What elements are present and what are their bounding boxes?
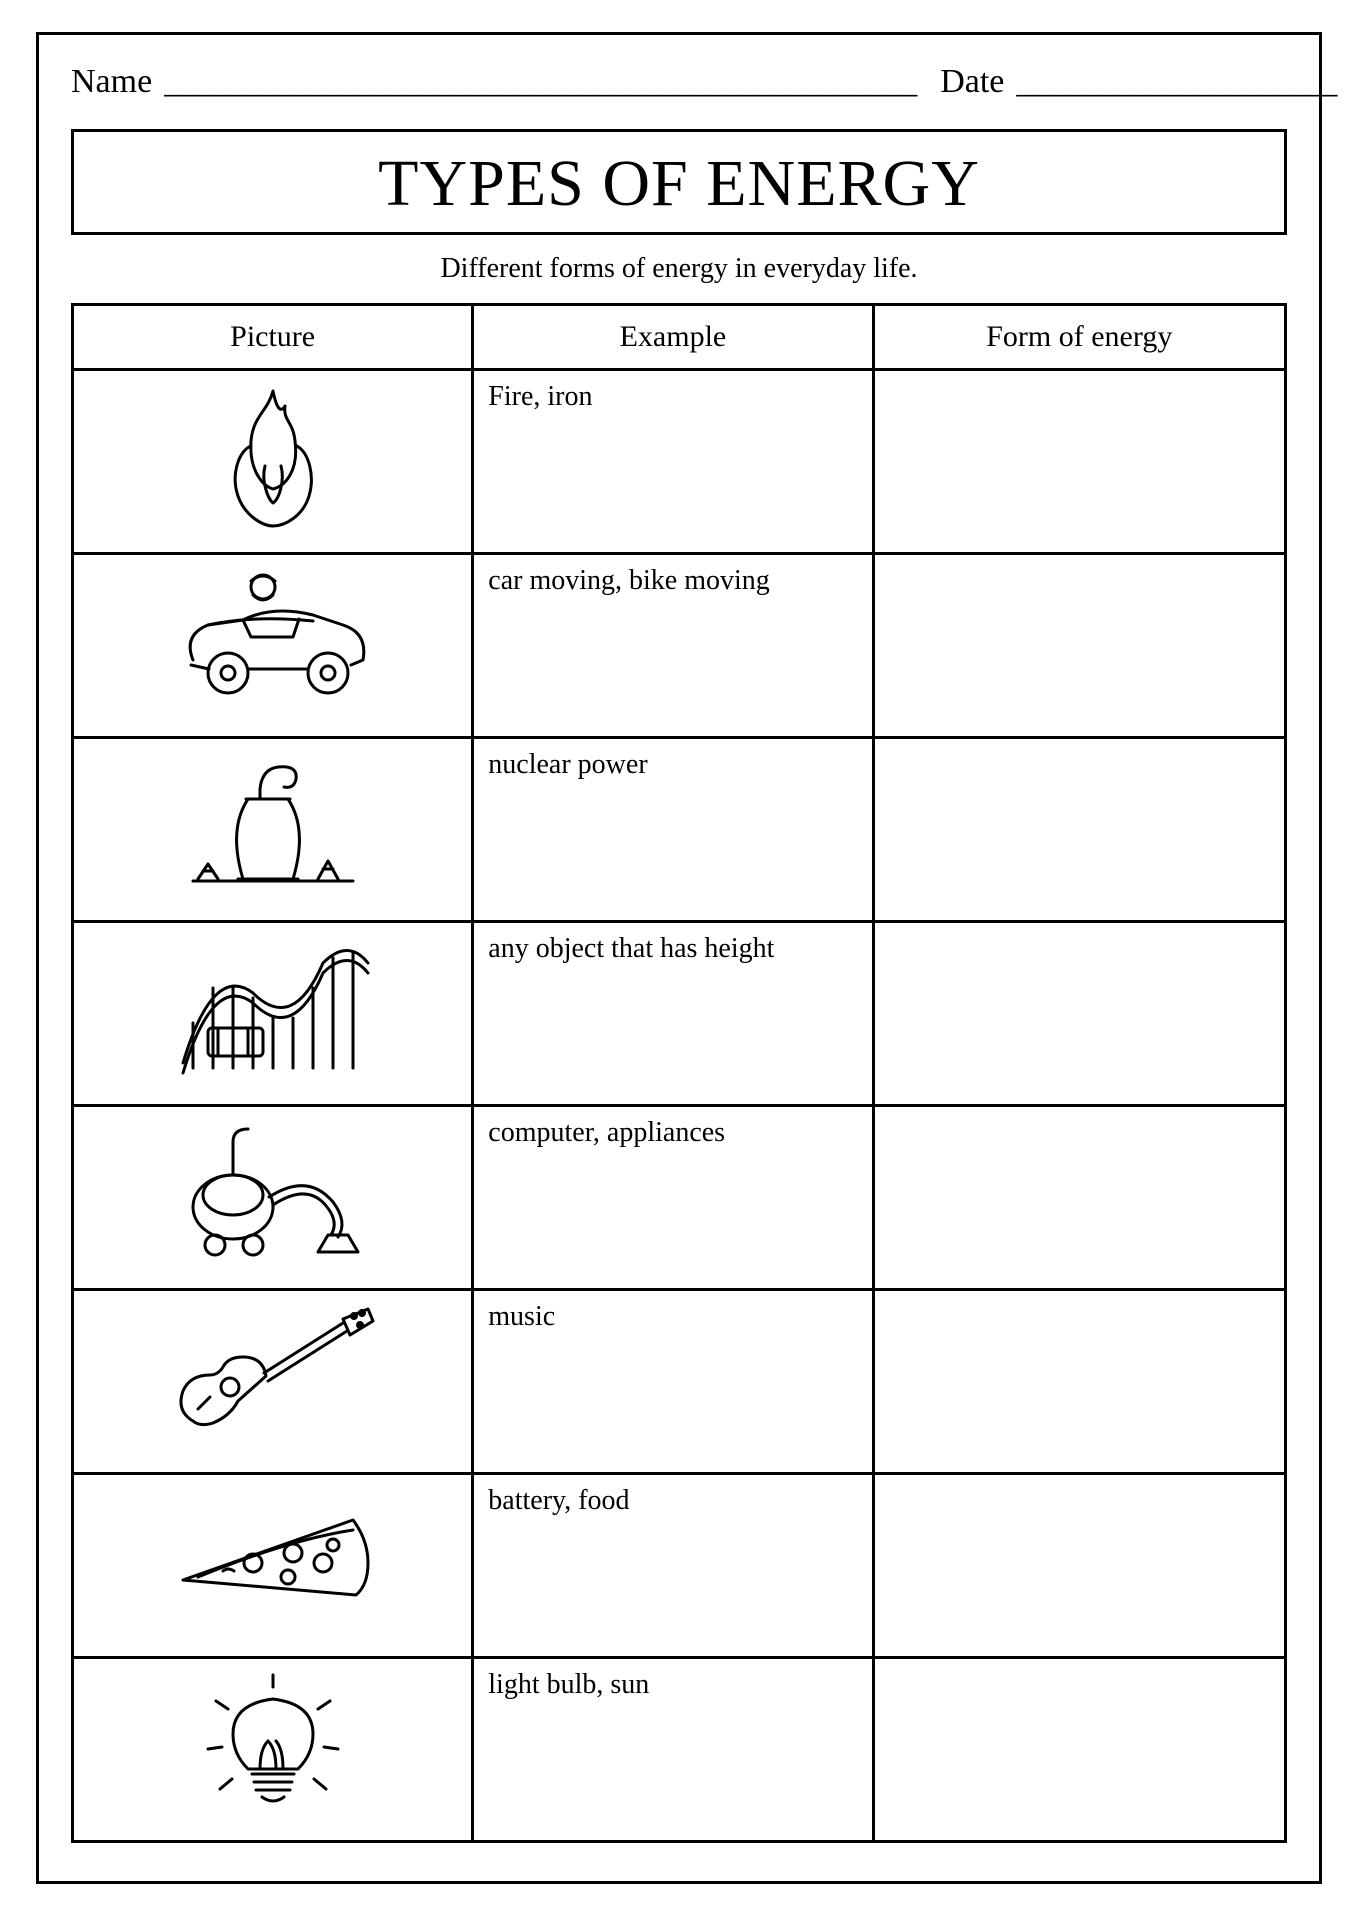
- form-cell[interactable]: [873, 1106, 1285, 1290]
- example-cell: nuclear power: [473, 738, 873, 922]
- picture-cell: [73, 1290, 473, 1474]
- picture-cell: [73, 554, 473, 738]
- bulb-icon: [198, 1669, 348, 1829]
- worksheet-page: Name ___________________________________…: [0, 0, 1358, 1920]
- table-row: car moving, bike moving: [73, 554, 1286, 738]
- example-cell: any object that has height: [473, 922, 873, 1106]
- picture-cell: [73, 1658, 473, 1842]
- example-cell: battery, food: [473, 1474, 873, 1658]
- col-picture: Picture: [73, 305, 473, 370]
- picture-cell: [73, 1106, 473, 1290]
- name-date-line: Name ___________________________________…: [71, 63, 1287, 101]
- table-row: nuclear power: [73, 738, 1286, 922]
- table-row: computer, appliances: [73, 1106, 1286, 1290]
- form-cell[interactable]: [873, 554, 1285, 738]
- col-form: Form of energy: [873, 305, 1285, 370]
- title-box: TYPES OF ENERGY: [71, 129, 1287, 235]
- picture-cell: [73, 1474, 473, 1658]
- table-header-row: Picture Example Form of energy: [73, 305, 1286, 370]
- example-cell: light bulb, sun: [473, 1658, 873, 1842]
- table-row: any object that has height: [73, 922, 1286, 1106]
- example-cell: car moving, bike moving: [473, 554, 873, 738]
- table-row: light bulb, sun: [73, 1658, 1286, 1842]
- col-example: Example: [473, 305, 873, 370]
- date-blank[interactable]: ____________________: [1016, 63, 1336, 101]
- name-blank[interactable]: ________________________________________…: [164, 63, 916, 101]
- energy-table: Picture Example Form of energy Fire, iro…: [71, 303, 1287, 1843]
- form-cell[interactable]: [873, 1658, 1285, 1842]
- form-cell[interactable]: [873, 1474, 1285, 1658]
- coaster-icon: [173, 933, 373, 1083]
- car-icon: [173, 565, 373, 705]
- name-label: Name: [71, 63, 152, 101]
- subtitle: Different forms of energy in everyday li…: [71, 253, 1287, 285]
- example-cell: Fire, iron: [473, 370, 873, 554]
- table-row: Fire, iron: [73, 370, 1286, 554]
- pizza-icon: [168, 1485, 378, 1615]
- table-row: music: [73, 1290, 1286, 1474]
- page-title: TYPES OF ENERGY: [74, 146, 1284, 222]
- date-label: Date: [940, 63, 1004, 101]
- table-row: battery, food: [73, 1474, 1286, 1658]
- form-cell[interactable]: [873, 922, 1285, 1106]
- example-cell: music: [473, 1290, 873, 1474]
- form-cell[interactable]: [873, 370, 1285, 554]
- form-cell[interactable]: [873, 1290, 1285, 1474]
- guitar-icon: [168, 1301, 378, 1441]
- fire-icon: [213, 381, 333, 531]
- form-cell[interactable]: [873, 738, 1285, 922]
- vacuum-icon: [173, 1117, 373, 1267]
- picture-cell: [73, 370, 473, 554]
- example-cell: computer, appliances: [473, 1106, 873, 1290]
- nuclear-icon: [188, 749, 358, 899]
- picture-cell: [73, 922, 473, 1106]
- picture-cell: [73, 738, 473, 922]
- outer-frame: Name ___________________________________…: [36, 32, 1322, 1884]
